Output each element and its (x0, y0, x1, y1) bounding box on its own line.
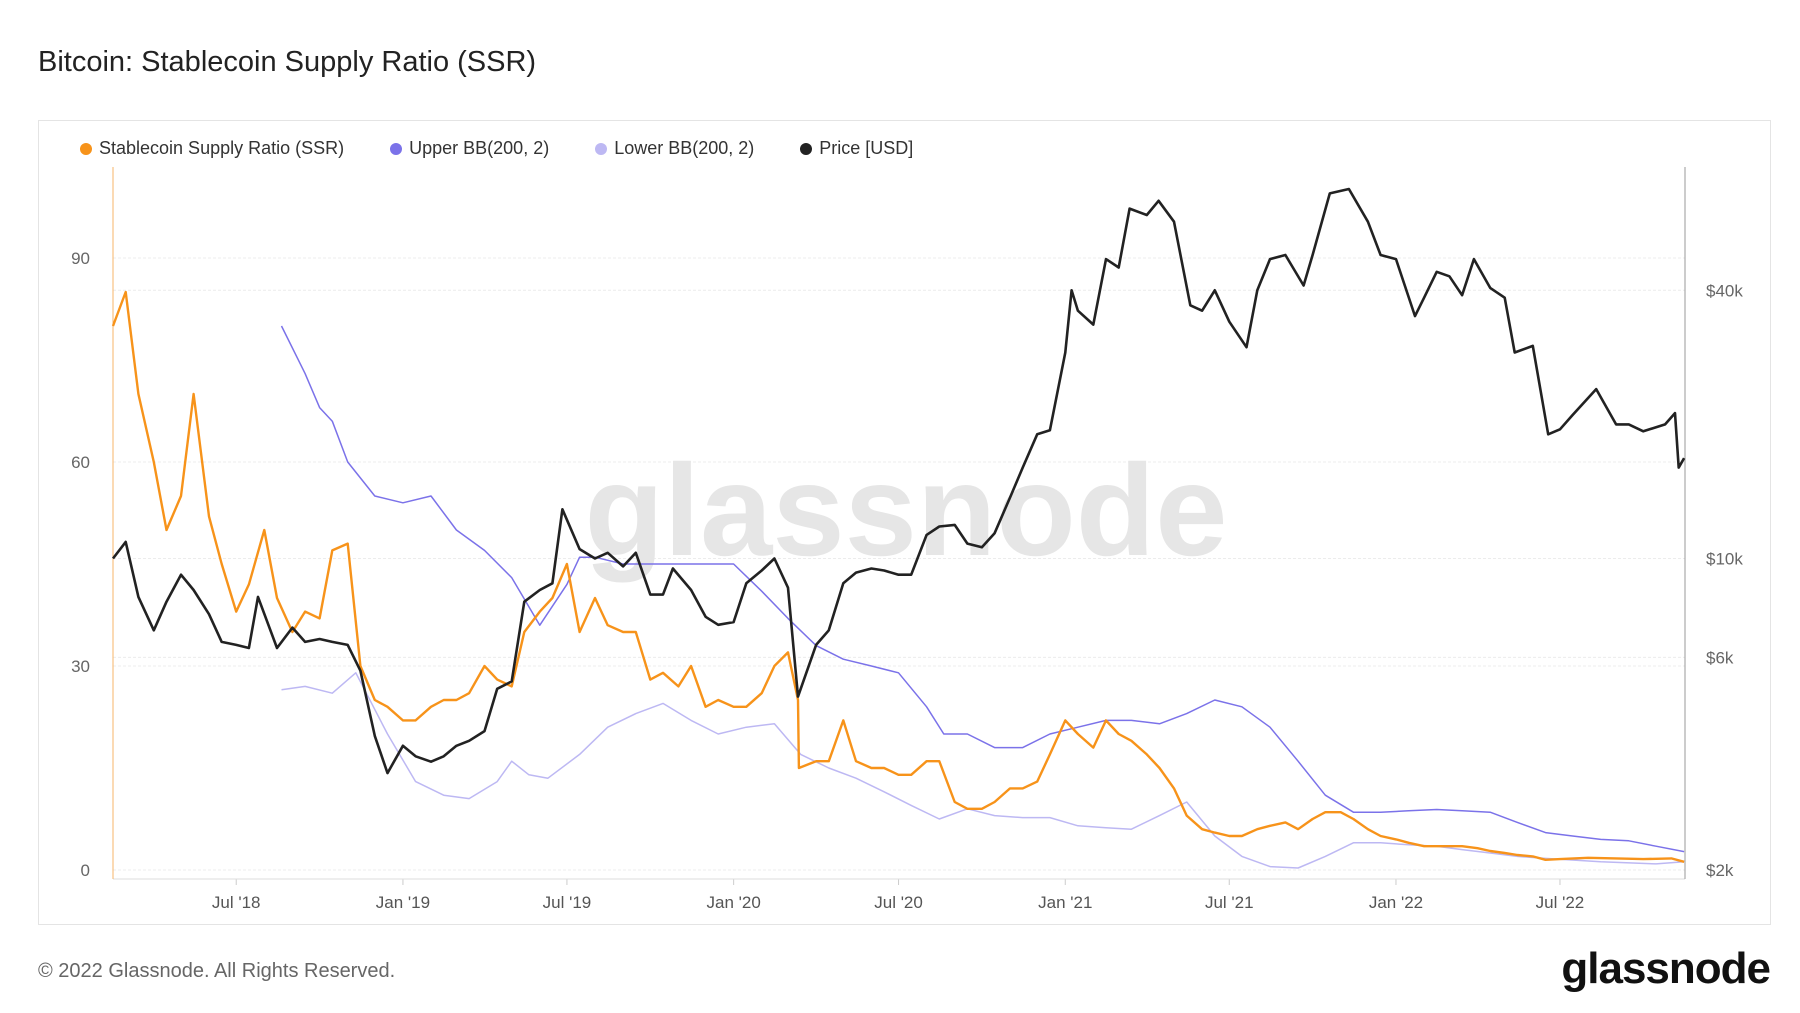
x-tick-label: Jan '19 (376, 893, 430, 912)
x-tick-label: Jan '22 (1369, 893, 1423, 912)
chart-container (38, 120, 1771, 925)
series-line-upper-bb-200-2- (280, 325, 1685, 853)
series-line-stablecoin-supply-ratio-ssr- (111, 290, 1685, 863)
y-right-tick-label: $6k (1706, 648, 1734, 667)
y-right-tick-label: $2k (1706, 861, 1734, 880)
legend-label: Lower BB(200, 2) (614, 138, 755, 158)
y-left-tick-label: 30 (71, 657, 90, 676)
legend-dot-icon (800, 142, 813, 155)
legend-label: Price [USD] (819, 138, 914, 158)
legend-item-upper-bb[interactable]: Upper BB(200, 2) (390, 138, 549, 159)
legend-label: Upper BB(200, 2) (409, 138, 550, 158)
series-line-price-usd- (111, 187, 1686, 775)
y-left-tick-label: 60 (71, 453, 90, 472)
legend-item-price[interactable]: Price [USD] (800, 138, 913, 159)
legend-dot-icon (390, 142, 403, 155)
legend-label: Stablecoin Supply Ratio (SSR) (99, 138, 345, 158)
series-line-lower-bb-200-2- (281, 672, 1685, 869)
y-left-tick-label: 0 (81, 861, 90, 880)
x-tick-label: Jul '19 (543, 893, 592, 912)
y-right-tick-label: $10k (1706, 550, 1743, 569)
x-tick-label: Jan '21 (1038, 893, 1092, 912)
x-tick-label: Jan '20 (706, 893, 760, 912)
x-tick-label: Jul '18 (212, 893, 261, 912)
legend: Stablecoin Supply Ratio (SSR) Upper BB(2… (80, 138, 913, 159)
x-tick-label: Jul '20 (874, 893, 923, 912)
copyright: © 2022 Glassnode. All Rights Reserved. (38, 960, 396, 982)
x-tick-label: Jul '22 (1536, 893, 1585, 912)
legend-dot-icon (595, 142, 608, 155)
glassnode-logo: glassnode (1561, 944, 1771, 993)
legend-item-lower-bb[interactable]: Lower BB(200, 2) (595, 138, 754, 159)
watermark: glassnode (585, 437, 1228, 583)
y-right-tick-label: $40k (1706, 281, 1743, 300)
legend-dot-icon (80, 142, 92, 155)
x-tick-label: Jul '21 (1205, 893, 1254, 912)
legend-item-ssr[interactable]: Stablecoin Supply Ratio (SSR) (80, 138, 344, 159)
page-title: Bitcoin: Stablecoin Supply Ratio (SSR) (38, 46, 537, 78)
y-left-tick-label: 90 (71, 249, 90, 268)
